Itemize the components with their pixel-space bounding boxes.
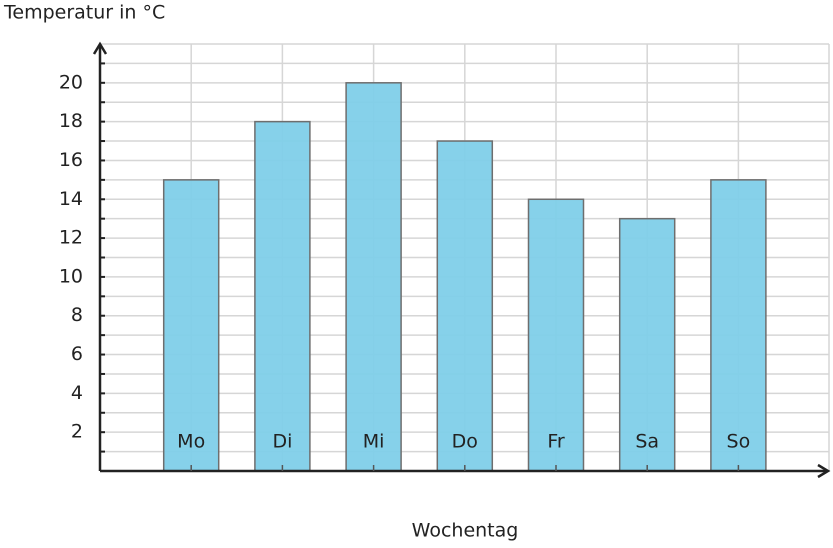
y-tick-label: 12 [59,227,83,249]
y-axis-title: Temperatur in °C [3,2,165,24]
x-axis-title: Wochentag [412,520,519,542]
x-tick-label: Mo [177,431,205,453]
x-tick-label: Sa [635,431,659,453]
x-tick-label: Do [452,431,478,453]
x-tick-label: Di [272,431,292,453]
bar [618,217,676,472]
bar [710,179,767,472]
y-tick-label: 18 [59,110,83,132]
y-axis-arrow [92,41,108,55]
x-tick-label: Fr [547,431,565,453]
bar [436,140,494,472]
y-tick-label: 14 [59,188,83,210]
y-tick-label: 4 [71,382,83,404]
y-tick-label: 10 [59,265,83,287]
bar [162,179,220,472]
x-tick-label: Mi [363,431,385,453]
x-axis-arrow [817,463,831,479]
y-tick-label: 16 [59,149,83,171]
x-tick-label: So [727,431,751,453]
y-tick-label: 6 [71,343,83,365]
bar [345,82,402,472]
y-tick-label: 20 [59,71,83,93]
y-tick-label: 8 [71,304,83,326]
bar [254,120,311,472]
bar [527,198,585,472]
y-tick-label: 2 [71,421,83,443]
